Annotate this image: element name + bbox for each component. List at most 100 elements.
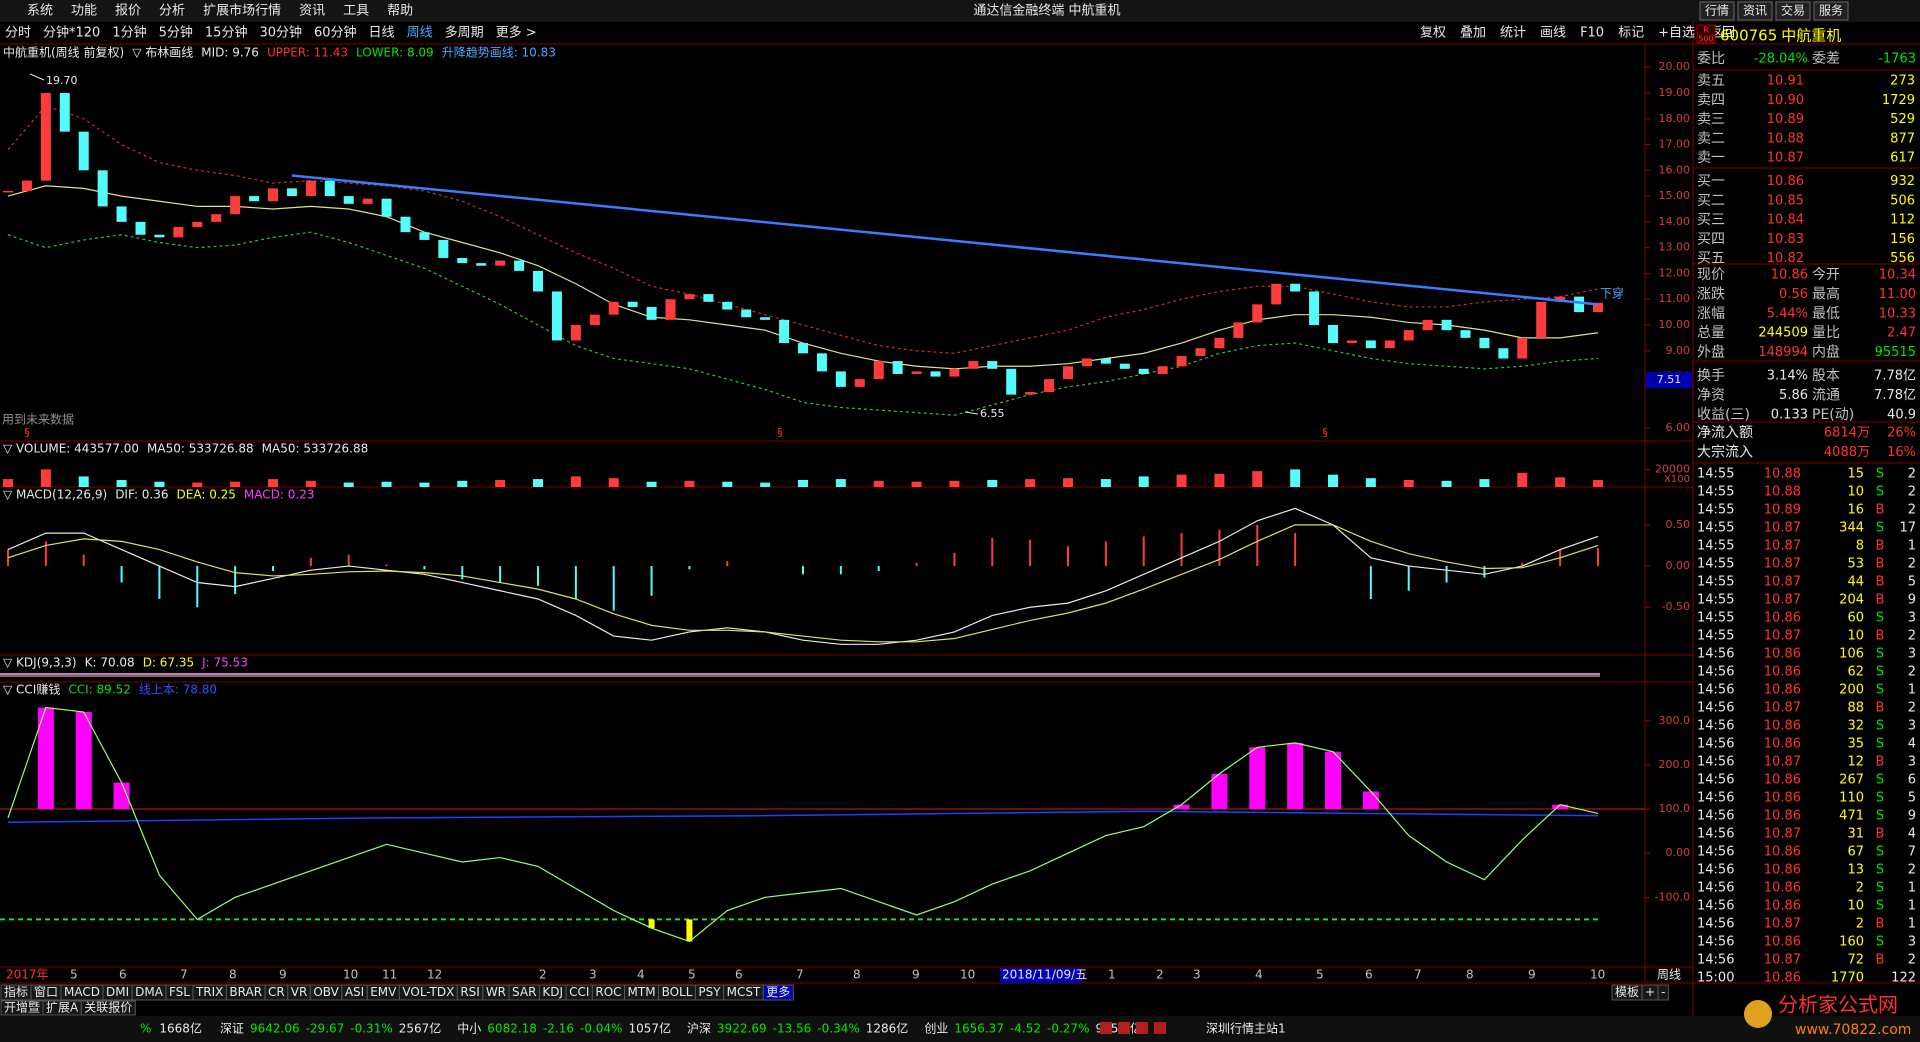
field-label: 内盘	[1812, 344, 1840, 361]
menu-item[interactable]: 系统	[27, 4, 53, 19]
book-volume: 877	[1890, 131, 1915, 146]
period-tab[interactable]: 多周期	[445, 25, 484, 41]
tab-label[interactable]: KDJ	[542, 985, 563, 999]
tab-label[interactable]: TRIX	[195, 985, 223, 999]
top-button[interactable]	[1737, 1, 1773, 21]
tab-label[interactable]: OBV	[313, 985, 339, 999]
trade-volume: 35	[1847, 737, 1864, 752]
tab-label[interactable]: 开增暨	[4, 1001, 40, 1015]
field-value: 5.86	[1779, 388, 1808, 403]
candle	[438, 239, 449, 258]
tab-label[interactable]: RSI	[460, 985, 480, 999]
menu-item[interactable]: 资讯	[299, 4, 325, 19]
trade-time: 14:55	[1697, 503, 1734, 518]
tab-label[interactable]: MACD	[64, 985, 100, 999]
menu-item[interactable]: 工具	[343, 4, 369, 19]
trade-time: 14:56	[1697, 845, 1734, 860]
tab[interactable]	[762, 984, 794, 1001]
tab-label[interactable]: CCI	[569, 985, 589, 999]
tool-button[interactable]: +自选	[1658, 26, 1695, 41]
candle	[570, 324, 581, 341]
menu-item[interactable]: 帮助	[387, 4, 413, 19]
trade-count: 2	[1908, 485, 1916, 500]
window-title: 通达信金融终端 中航重机	[973, 3, 1120, 19]
ticker-item: 1286亿	[866, 1021, 909, 1036]
tab-label[interactable]: MCST	[727, 985, 761, 999]
trade-volume: 160	[1839, 935, 1864, 950]
tab-label[interactable]: +	[1645, 985, 1655, 999]
tab-label[interactable]: VR	[291, 985, 308, 999]
period-tab[interactable]: 分时	[5, 26, 31, 41]
period-tab[interactable]: 5分钟	[159, 25, 193, 41]
tab-label[interactable]: 更多	[766, 985, 790, 999]
tab[interactable]	[1657, 984, 1669, 1001]
period-tab[interactable]: 周线	[407, 26, 433, 41]
date-label: 9	[279, 968, 287, 982]
candle	[1063, 366, 1073, 380]
top-button[interactable]	[1699, 1, 1735, 21]
period-tab[interactable]: 15分钟	[205, 25, 248, 41]
top-button[interactable]	[1813, 1, 1849, 21]
menu-item[interactable]: 扩展市场行情	[203, 3, 281, 19]
price-tick-label: 20.00	[1659, 60, 1691, 73]
menu-item[interactable]: 报价	[115, 4, 141, 19]
tab-label[interactable]: ROC	[595, 985, 621, 999]
top-button[interactable]	[1775, 1, 1811, 21]
tab-label[interactable]: VOL-TDX	[402, 985, 454, 999]
trade-count: 5	[1908, 791, 1916, 806]
low-label: 6.55	[980, 407, 1005, 420]
tab-label[interactable]: -	[1661, 985, 1665, 999]
candle	[608, 301, 619, 315]
indicator-header: 升降趋势画线: 10.83	[442, 46, 556, 60]
tool-button[interactable]: 复权	[1420, 25, 1446, 41]
tab-label[interactable]: 扩展A	[46, 1001, 79, 1015]
trade-side: S	[1876, 665, 1884, 680]
trade-price: 10.86	[1764, 845, 1801, 860]
tab-label[interactable]: EMV	[370, 985, 397, 999]
tab-label[interactable]: 窗口	[34, 985, 58, 999]
date-label: 2018/11/09/五	[1002, 968, 1087, 982]
tab-label[interactable]: WR	[486, 985, 506, 999]
tab-label[interactable]: CR	[268, 985, 285, 999]
period-tab[interactable]: 1分钟	[112, 25, 146, 41]
cci-bar	[648, 919, 655, 929]
tool-button[interactable]: 叠加	[1460, 26, 1486, 41]
trade-count: 4	[1908, 737, 1916, 752]
top-button-label[interactable]: 资讯	[1743, 4, 1767, 18]
period-tab[interactable]: 更多 >	[496, 25, 537, 41]
candle	[1422, 319, 1433, 331]
indicator-header: 中航重机(周线 前复权)	[3, 45, 124, 60]
period-tab[interactable]: 分钟*120	[43, 25, 100, 41]
period-tab[interactable]: 60分钟	[314, 25, 357, 41]
tool-button[interactable]: 标记	[1618, 26, 1644, 41]
tab-label[interactable]: DMI	[106, 985, 129, 999]
tab-label[interactable]: DMA	[135, 985, 164, 999]
tab-label[interactable]: SAR	[512, 985, 536, 999]
tab-label[interactable]: 模板	[1615, 985, 1639, 999]
tab[interactable]	[80, 1000, 136, 1016]
tab-label[interactable]: BRAR	[229, 985, 262, 999]
tab-label[interactable]: MTM	[628, 985, 656, 999]
volume-bar	[987, 479, 998, 487]
trade-side: S	[1876, 647, 1884, 662]
top-button-label[interactable]: 行情	[1705, 4, 1729, 18]
tab-label[interactable]: PSY	[698, 985, 721, 999]
menu-item[interactable]: 功能	[71, 4, 97, 19]
tab-label[interactable]: ASI	[345, 985, 364, 999]
ticker-item: -0.34%	[817, 1022, 859, 1036]
period-tab[interactable]: 日线	[369, 26, 395, 41]
tool-button[interactable]: 返回	[1709, 26, 1735, 41]
tool-button[interactable]: 画线	[1540, 26, 1566, 41]
tab-label[interactable]: 关联报价	[84, 1000, 132, 1015]
tab-label[interactable]: BOLL	[662, 985, 693, 999]
tool-button[interactable]: F10	[1580, 26, 1604, 41]
top-button-label[interactable]: 交易	[1781, 3, 1805, 18]
menu-item[interactable]: 分析	[159, 4, 185, 19]
period-tab[interactable]: 30分钟	[259, 25, 302, 41]
top-button-label[interactable]: 服务	[1819, 3, 1843, 18]
trade-price: 10.86	[1764, 899, 1801, 914]
tab-label[interactable]: 指标	[4, 984, 28, 999]
tool-button[interactable]: 统计	[1500, 26, 1526, 41]
tab-label[interactable]: FSL	[169, 985, 190, 999]
candle	[930, 371, 941, 377]
